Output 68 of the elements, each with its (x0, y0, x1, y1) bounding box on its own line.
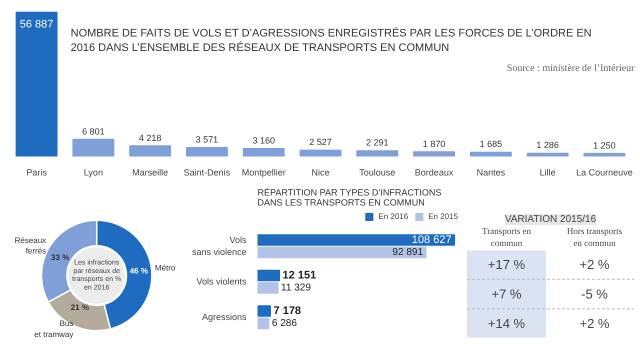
bar (258, 282, 279, 294)
x-tick-label: Lyon (84, 168, 103, 178)
bar (186, 146, 228, 156)
data-label: 2 291 (366, 138, 389, 148)
bar (583, 152, 626, 156)
data-label: 92 891 (392, 246, 424, 258)
y-tick-label: Vols violents (196, 276, 247, 287)
data-label: 12 151 (282, 270, 316, 282)
data-label: 6 286 (272, 318, 298, 329)
chart-title: RÉPARTITION PAR TYPES D’INFRACTIONS DANS LES TRANSPORTS EN COMMUN (258, 188, 442, 208)
bar (470, 152, 512, 156)
data-label: 33 % (50, 253, 70, 262)
data-label: 56 887 (20, 18, 54, 30)
category-label: Transports en commun (482, 226, 532, 248)
bar (129, 145, 172, 156)
y-tick-label: Vols sans violence (192, 235, 247, 258)
data-label: 2 527 (309, 137, 332, 148)
data-label: 108 627 (412, 234, 452, 246)
data-label: 1 870 (422, 138, 446, 149)
slice-label: Bus et tramway (34, 319, 74, 339)
text: +2 % (580, 256, 610, 272)
data-label: 6 801 (82, 126, 105, 136)
x-tick-label: Paris (26, 168, 48, 178)
annotation: Source : ministère de l’Intérieur (506, 63, 636, 74)
y-tick-label: Agressions (202, 312, 247, 322)
x-tick-label: Lille (540, 168, 556, 178)
x-tick-label: Marseille (132, 168, 168, 178)
x-tick-label: La Courneuve (576, 168, 633, 178)
bar (242, 148, 285, 156)
data-label: 4 218 (138, 132, 162, 143)
data-label: 1 250 (593, 140, 616, 150)
bar (258, 246, 427, 258)
bar (72, 138, 114, 156)
text: +7 % (492, 286, 522, 302)
x-tick-label: Nantes (476, 168, 506, 178)
x-tick-label: Saint-Denis (184, 168, 231, 178)
bar (258, 234, 456, 246)
slice-label: Réseaux ferrés (14, 236, 46, 256)
data-label: 1 286 (536, 140, 559, 150)
category-label: Hors transports en commun (566, 226, 623, 248)
data-label: 21 % (70, 303, 89, 312)
data-label: 11 329 (281, 282, 312, 294)
text: +2 % (580, 316, 610, 332)
bar (413, 151, 456, 156)
text: +14 % (488, 316, 526, 332)
x-tick-label: Toulouse (359, 168, 396, 178)
data-label: 1 685 (480, 139, 502, 150)
data-label: 46 % (130, 266, 148, 276)
data-label: 3 571 (196, 134, 218, 144)
data-label: 7 178 (274, 304, 302, 317)
bar (356, 150, 398, 156)
slice-label: Métro (154, 264, 176, 273)
text: -5 % (581, 286, 608, 302)
text: VARIATION 2015/16 (504, 214, 597, 225)
x-tick-label: Montpellier (242, 168, 286, 178)
bar (300, 150, 342, 156)
legend-label: En 2015 (428, 212, 458, 221)
bar (526, 152, 569, 156)
x-tick-label: Nice (312, 168, 330, 178)
bar (258, 318, 270, 330)
text: NOMBRE DE FAITS DE VOLS ET D’AGRESSIONS ENREGISTRÉS PAR LES FORCES DE L’ORDRE EN 2016 DANS L’ENSEMBLE DES RÉSEAUX DE TRANSPORTS EN COMMUN (70, 26, 592, 54)
bar (258, 305, 272, 317)
bar (258, 270, 280, 282)
text: +17 % (488, 256, 526, 272)
data-label: 3 160 (252, 135, 275, 146)
bar (16, 12, 58, 156)
x-tick-label: Bordeaux (414, 168, 454, 178)
legend-label: En 2016 (378, 212, 408, 221)
